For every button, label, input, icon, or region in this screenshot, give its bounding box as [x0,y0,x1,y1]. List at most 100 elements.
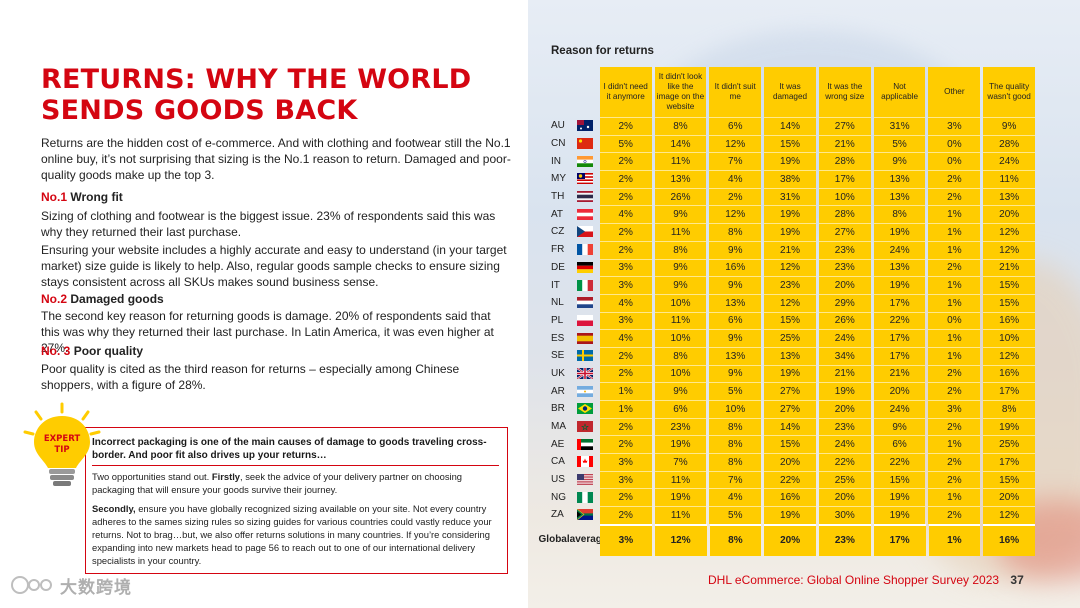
table-row: CN 5% 14% 12% 15% 21% 5% 0% 28% [549,134,1036,153]
table-cell: 2% [599,506,652,524]
table-cell: 13% [983,187,1036,206]
flag-icon [577,456,593,468]
table-cell: 1% [928,205,981,224]
table-cell: 22% [873,311,926,330]
table-cell: 8% [983,400,1036,418]
country-code: CA [551,456,565,468]
country-code: AE [551,438,565,450]
watermark-logo-icon [11,576,52,594]
table-cell: 10% [654,329,707,347]
table-cell: 12% [764,293,816,312]
column-header: The quality wasn't good [983,67,1036,117]
table-cell: 0% [928,311,981,330]
table-cell: 2% [599,240,652,259]
table-cell: 2% [928,382,981,400]
damaged-goods-paragraph: The second key reason for returning good… [41,309,494,355]
table-cell: 2% [599,488,652,507]
row-label: PL [549,312,597,330]
table-cell: 14% [764,417,816,436]
table-cell: 13% [873,170,926,188]
table-cell: 5% [709,506,762,524]
table-cell: 29% [818,293,871,312]
section-title: Wrong fit [70,190,123,204]
table-cell: 2% [599,152,652,171]
table-cell: 25% [983,435,1036,454]
table-cell: 23% [818,417,871,436]
table-cell: 11% [654,311,707,330]
table-cell: 6% [654,400,707,418]
lightbulb-icon: EXPERT TIP [23,402,101,486]
table-cell: 24% [873,400,926,418]
table-cell: 17% [873,293,926,312]
table-cell: 28% [983,134,1036,153]
country-code: NL [551,297,564,309]
table-cell: 5% [709,382,762,400]
table-cell: 19% [764,364,816,383]
section-heading-wrong-fit: No.1 Wrong fit [41,190,123,204]
table-cell: 0% [928,152,981,171]
country-code: ES [551,332,565,344]
table-cell: 3% [928,117,981,135]
row-label: AR [549,382,597,400]
table-cell: 27% [818,117,871,135]
page-footer: DHL eCommerce: Global Online Shopper Sur… [708,573,1024,587]
divider [92,465,499,466]
country-code: IT [551,279,560,291]
table-cell: 13% [873,258,926,277]
table-cell: 14% [654,134,707,153]
row-label: AU [549,117,597,135]
table-cell: 10% [818,187,871,206]
row-label: NG [549,488,597,506]
table-cell: 2% [599,346,652,365]
table-cell: 11% [983,170,1036,188]
table-row: AR 1% 9% 5% 27% 19% 20% 2% 17% [549,382,1036,400]
table-cell: 25% [764,329,816,347]
table-cell: 12% [709,134,762,153]
country-code: ZA [551,509,564,521]
returns-table: I didn't need it anymore It didn't look l… [538,67,1036,556]
page-title: RETURNS: WHY THE WORLD SENDS GOODS BACK [41,64,501,126]
table-row: MY 2% 13% 4% 38% 17% 13% 2% 11% [549,170,1036,188]
table-cell: 11% [654,506,707,524]
table-cell: 2% [599,187,652,206]
table-row: MA 2% 23% 8% 14% 23% 9% 2% 19% [549,417,1036,436]
global-average-label: Global average [538,533,608,545]
table-cell: 16% [983,311,1036,330]
table-cell: 7% [709,470,762,489]
table-row: TH 2% 26% 2% 31% 10% 13% 2% 13% [549,187,1036,206]
table-cell: 19% [764,205,816,224]
table-cell: 7% [654,453,707,471]
table-cell: 9% [654,382,707,400]
wrong-fit-paragraph-1: Sizing of clothing and footwear is the b… [41,209,496,239]
table-cell: 4% [709,488,762,507]
table-cell: 21% [983,258,1036,277]
row-label: IT [549,276,597,294]
flag-icon [577,226,593,238]
row-label: CA [549,453,597,471]
table-cell: 8% [709,453,762,471]
table-cell: 27% [818,223,871,241]
table-row: AU 2% 8% 6% 14% 27% 31% 3% 9% [549,117,1036,135]
expert-tip-box: Incorrect packaging is one of the main c… [85,427,508,574]
table-cell: 1% [928,329,981,347]
table-cell: 8% [654,117,707,135]
row-label: IN [549,152,597,170]
flag-icon [577,244,593,256]
table-cell: 8% [709,417,762,436]
row-label: AT [549,205,597,223]
table-row: PL 3% 11% 6% 15% 26% 22% 0% 16% [549,311,1036,330]
table-cell: 16% [764,488,816,507]
table-cell: 14% [764,117,816,135]
table-cell: 19% [873,276,926,294]
table-cell: 24% [983,152,1036,171]
table-cell: 16% [709,258,762,277]
table-cell: 2% [599,417,652,436]
table-cell: 17% [818,170,871,188]
table-row: AE 2% 19% 8% 15% 24% 6% 1% 25% [549,435,1036,454]
row-label: UK [549,365,597,383]
average-cell: 8% [709,523,762,556]
table-cell: 2% [928,187,981,206]
country-code: AU [551,120,565,132]
flag-icon [577,261,593,273]
table-cell: 1% [928,240,981,259]
